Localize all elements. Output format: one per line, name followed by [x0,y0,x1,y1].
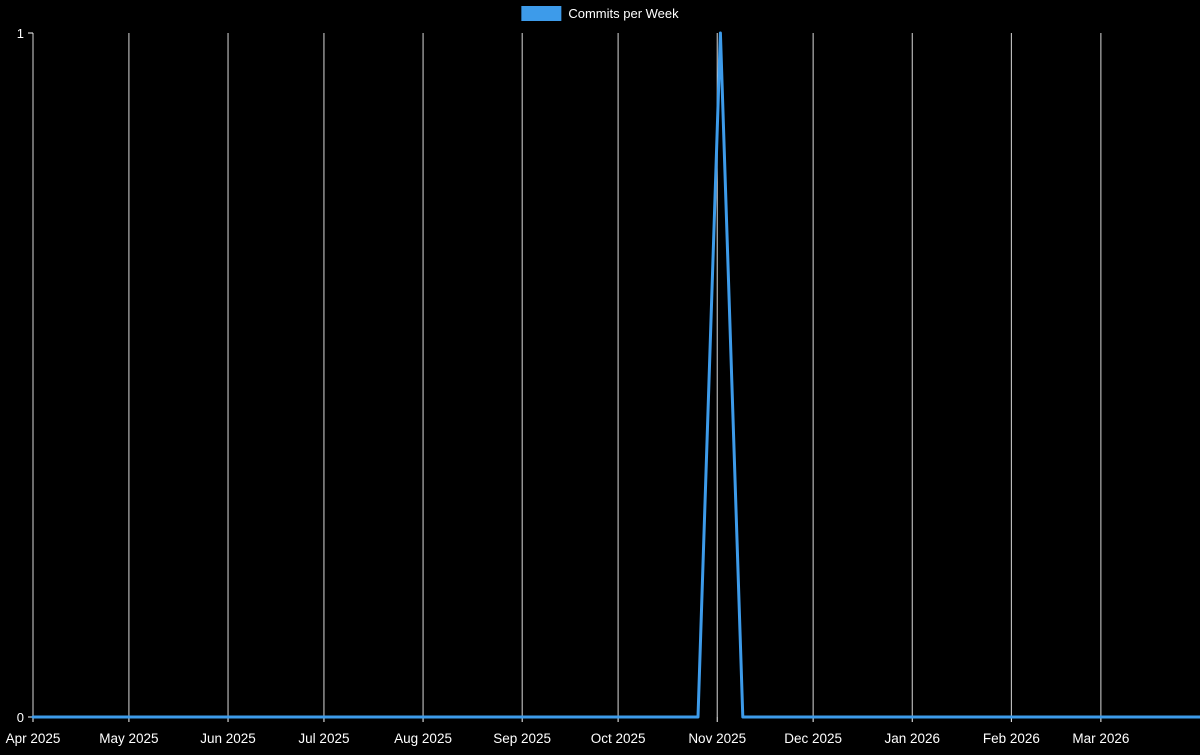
svg-text:Jan 2026: Jan 2026 [884,731,940,746]
svg-text:Feb 2026: Feb 2026 [983,731,1040,746]
svg-text:Oct 2025: Oct 2025 [591,731,646,746]
svg-text:May 2025: May 2025 [99,731,158,746]
svg-text:Mar 2026: Mar 2026 [1072,731,1129,746]
svg-text:0: 0 [17,710,24,725]
legend-label: Commits per Week [568,6,679,21]
svg-text:Dec 2025: Dec 2025 [784,731,842,746]
svg-text:Aug 2025: Aug 2025 [394,731,452,746]
svg-text:Nov 2025: Nov 2025 [688,731,746,746]
svg-text:Sep 2025: Sep 2025 [493,731,551,746]
legend-swatch [521,6,562,21]
svg-text:1: 1 [17,26,24,41]
legend-item-commits-per-week[interactable]: Commits per Week [521,6,679,21]
svg-text:Jul 2025: Jul 2025 [298,731,349,746]
svg-text:Jun 2025: Jun 2025 [200,731,256,746]
svg-text:Apr 2025: Apr 2025 [6,731,61,746]
